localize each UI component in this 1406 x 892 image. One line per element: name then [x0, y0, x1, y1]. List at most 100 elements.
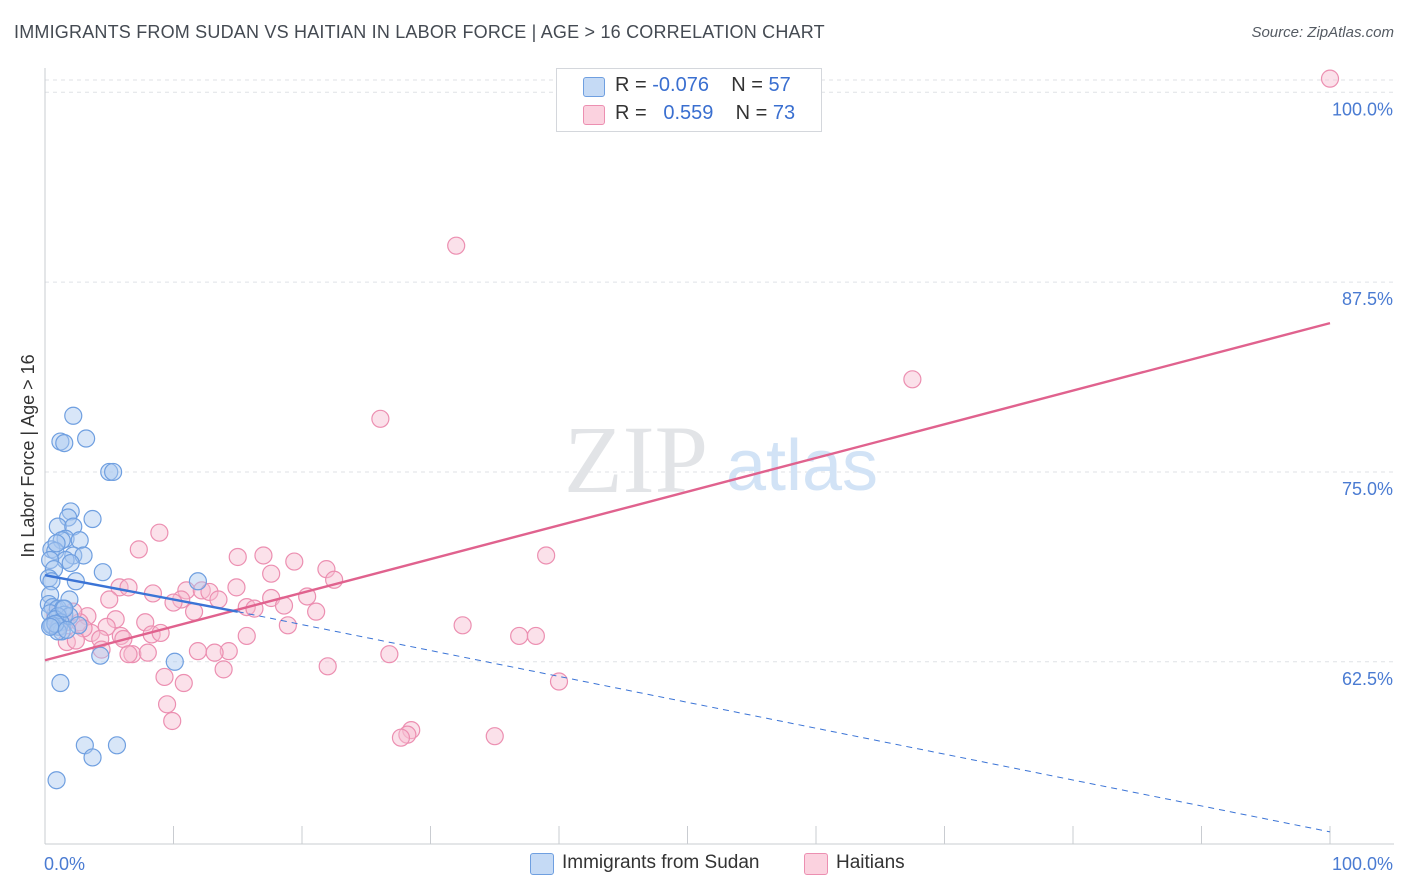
- sudan-n-value: 57: [768, 74, 791, 96]
- haitians-point: [526, 626, 545, 646]
- haiti-r-value: 0.559: [663, 102, 714, 124]
- haitians-point: [453, 616, 472, 635]
- chart-title: IMMIGRANTS FROM SUDAN VS HAITIAN IN LABO…: [14, 22, 825, 42]
- sudan-point: [47, 771, 66, 790]
- haiti-legend-swatch: [804, 853, 828, 875]
- legend-sudan-text: R = -0.076 N = 57: [615, 74, 791, 97]
- sudan-point: [91, 646, 110, 665]
- y-tick-label: 62.5%: [1342, 669, 1393, 689]
- haitians-point: [138, 643, 157, 662]
- n-label: N =: [735, 102, 768, 124]
- haitians-point: [174, 673, 193, 693]
- sudan-point: [51, 673, 70, 693]
- sudan-point: [55, 599, 74, 618]
- sudan-point: [188, 572, 208, 591]
- sudan-point: [70, 531, 89, 550]
- haitians-point: [380, 645, 399, 664]
- haitians-point: [371, 409, 390, 428]
- haitians-trend-line: [44, 321, 1331, 662]
- haitians-point: [164, 593, 183, 612]
- y-tick-label: 87.5%: [1342, 289, 1393, 309]
- sudan-points: [39, 406, 208, 790]
- sudan-point: [41, 550, 60, 570]
- sudan-point: [57, 620, 76, 639]
- haiti-n-value: 73: [772, 102, 796, 124]
- haitians-point: [1320, 69, 1340, 88]
- haitians-point: [219, 642, 238, 661]
- sudan-point: [61, 553, 80, 573]
- haitians-point: [100, 590, 119, 609]
- haitians-point: [903, 370, 922, 389]
- trend-lines: [44, 321, 1331, 833]
- watermark: ZIP atlas: [564, 406, 878, 513]
- r-label: R =: [615, 102, 647, 124]
- legend-haiti-text: R = 0.559 N = 73: [615, 102, 795, 125]
- haitians-points: [46, 69, 1340, 747]
- haitians-point: [228, 547, 247, 567]
- haitians-point: [447, 236, 466, 255]
- sudan-point: [55, 433, 74, 453]
- sudan-point: [93, 563, 112, 582]
- tick-labels: 62.5% 75.0% 87.5% 100.0% 0.0% 100.0%: [44, 99, 1393, 874]
- haitians-point: [150, 523, 169, 542]
- haitians-point: [262, 564, 281, 583]
- watermark-zip: ZIP: [564, 406, 708, 513]
- r-label: R =: [615, 74, 647, 96]
- haitians-point: [123, 645, 142, 664]
- haitians-point: [192, 581, 211, 600]
- sudan-legend-label: Immigrants from Sudan: [562, 852, 760, 873]
- haitians-point: [163, 711, 182, 731]
- sudan-legend-swatch: [530, 853, 554, 875]
- haitians-point: [119, 645, 138, 664]
- sudan-point: [83, 509, 102, 529]
- haitians-point: [391, 728, 411, 747]
- sudan-point: [59, 508, 78, 527]
- haitians-point: [307, 602, 326, 621]
- watermark-atlas: atlas: [726, 426, 878, 506]
- source-label: Source: ZipAtlas.com: [1251, 24, 1394, 41]
- haitians-point: [209, 590, 228, 609]
- sudan-point: [46, 614, 65, 633]
- haitians-point: [278, 616, 297, 635]
- haitians-point: [537, 546, 556, 565]
- haitians-point: [510, 626, 529, 646]
- haiti-swatch: [583, 105, 605, 125]
- sudan-trend-line: [44, 574, 238, 613]
- sudan-point: [107, 736, 127, 755]
- sudan-point: [41, 617, 60, 636]
- y-tick-label: 75.0%: [1342, 479, 1393, 499]
- haitians-point: [151, 623, 170, 643]
- haitians-point: [205, 643, 224, 662]
- haiti-legend-label: Haitians: [836, 852, 905, 873]
- x-tick-label: 0.0%: [44, 854, 85, 874]
- haitians-point: [227, 578, 246, 597]
- sudan-point: [100, 462, 119, 482]
- sudan-r-value: -0.076: [652, 74, 709, 96]
- haitians-point: [285, 552, 304, 571]
- haitians-point: [155, 667, 174, 687]
- haitians-point: [485, 727, 504, 746]
- sudan-point: [46, 541, 65, 561]
- x-tick-label: 100.0%: [1332, 854, 1393, 874]
- sudan-swatch: [583, 77, 605, 97]
- sudan-point: [104, 462, 123, 482]
- haitians-point: [188, 642, 208, 661]
- sudan-point: [77, 429, 96, 448]
- gridlines: [45, 79, 1394, 663]
- y-tick-label: 100.0%: [1332, 99, 1393, 119]
- haitians-point: [214, 660, 233, 679]
- sudan-point: [64, 406, 83, 425]
- sudan-point: [47, 534, 66, 553]
- haitians-point: [157, 695, 177, 714]
- correlation-legend: R = -0.076 N = 57 R = 0.559 N = 73: [556, 68, 822, 132]
- axes: [44, 68, 1394, 845]
- y-axis-label: In Labor Force | Age > 16: [18, 354, 38, 557]
- haitians-point: [318, 657, 337, 676]
- sudan-point: [83, 748, 102, 767]
- haitians-point: [254, 546, 273, 565]
- n-label: N =: [731, 74, 763, 96]
- haitians-point: [237, 626, 256, 646]
- sudan-trend-extension: [237, 611, 1331, 833]
- sudan-point: [165, 652, 184, 671]
